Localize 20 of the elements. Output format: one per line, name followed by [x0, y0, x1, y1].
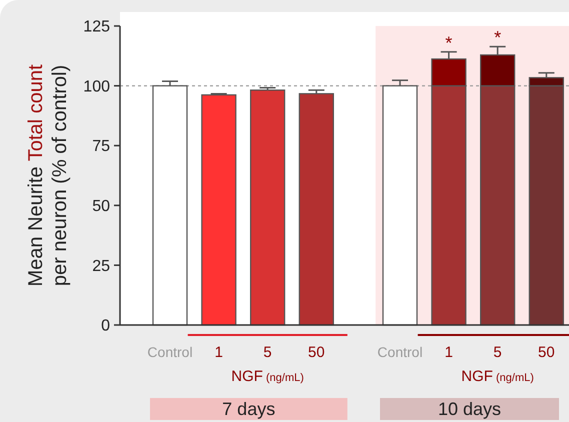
x-tick-label: 5 — [263, 344, 272, 361]
y-tick-label: 75 — [92, 138, 110, 156]
text: NGF (ng/mL) — [461, 368, 534, 385]
text: 7 days — [222, 399, 276, 419]
y-tick-label: 100 — [83, 78, 110, 96]
annotation: * — [494, 28, 502, 48]
y-tick-label: 0 — [101, 318, 110, 335]
x-tick-label: 50 — [308, 344, 325, 361]
x-tick-label: 50 — [538, 344, 555, 361]
text: 10 days — [438, 399, 502, 419]
x-tick-label: 1 — [214, 344, 223, 361]
x-tick-label: 1 — [444, 344, 453, 361]
text: NGF (ng/mL) — [231, 368, 304, 385]
x-tick-label: Control — [377, 344, 423, 360]
x-tick-label: 5 — [493, 344, 502, 361]
annotation: * — [445, 32, 452, 53]
y-tick-label: 125 — [83, 18, 110, 36]
x-tick-label: Control — [147, 344, 193, 360]
y-tick-label: 25 — [92, 258, 110, 275]
y-tick-label: 50 — [92, 198, 110, 215]
